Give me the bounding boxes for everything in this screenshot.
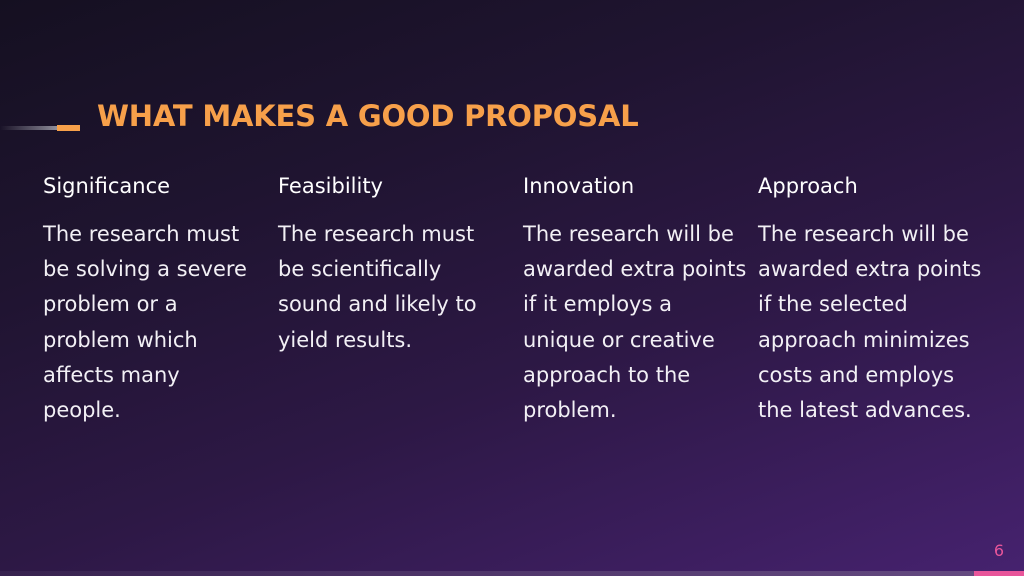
page-number: 6	[993, 541, 1004, 560]
bottom-accent-bar	[974, 571, 1024, 576]
bottom-decor-bar	[0, 571, 974, 576]
column-feasibility: Feasibility The research must be scienti…	[278, 170, 496, 358]
column-body: The research must be scientifically soun…	[278, 222, 477, 352]
title-accent-bar	[57, 125, 80, 131]
column-body: The research will be awarded extra point…	[758, 222, 982, 423]
column-body: The research must be solving a severe pr…	[43, 222, 247, 423]
column-body: The research will be awarded extra point…	[523, 222, 747, 423]
column-heading: Feasibility	[278, 174, 383, 198]
column-significance: Significance The research must be solvin…	[43, 170, 261, 428]
title-decor-line	[0, 126, 62, 130]
column-innovation: Innovation The research will be awarded …	[523, 170, 749, 428]
column-heading: Approach	[758, 174, 858, 198]
column-approach: Approach The research will be awarded ex…	[758, 170, 986, 428]
column-heading: Innovation	[523, 174, 635, 198]
column-heading: Significance	[43, 174, 171, 198]
slide-title: WHAT MAKES A GOOD PROPOSAL	[97, 99, 639, 133]
